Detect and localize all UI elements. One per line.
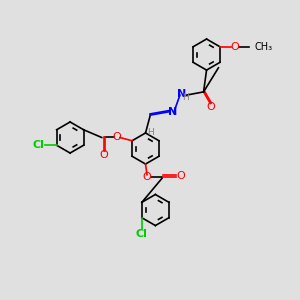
Text: H: H	[148, 128, 154, 137]
Text: O: O	[142, 172, 152, 182]
Text: O: O	[112, 132, 121, 142]
Text: O: O	[206, 102, 215, 112]
Text: H: H	[182, 93, 189, 102]
Text: N: N	[167, 107, 177, 117]
Text: O: O	[99, 150, 108, 160]
Text: Cl: Cl	[32, 140, 44, 150]
Text: CH₃: CH₃	[255, 42, 273, 52]
Text: O: O	[176, 171, 185, 181]
Text: Cl: Cl	[136, 229, 148, 239]
Text: O: O	[230, 42, 239, 52]
Text: N: N	[177, 89, 186, 99]
